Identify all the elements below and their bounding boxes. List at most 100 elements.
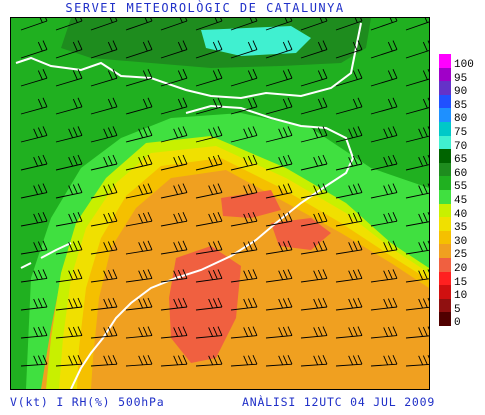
wind-barb	[90, 69, 118, 87]
wind-barb	[55, 69, 83, 87]
wind-barb	[230, 183, 258, 199]
legend-label: 90	[454, 86, 468, 99]
wind-barb	[90, 18, 118, 31]
wind-barb	[195, 240, 223, 255]
wind-barb	[335, 326, 363, 339]
wind-barb	[90, 40, 118, 59]
wind-barb	[195, 212, 223, 227]
wind-barb	[265, 97, 293, 115]
wind-barb	[90, 154, 118, 171]
wind-barb	[20, 326, 48, 339]
legend-label: 30	[454, 235, 468, 248]
wind-barb	[265, 154, 293, 171]
wind-barb	[300, 69, 328, 87]
wind-barb	[160, 297, 188, 311]
legend-swatch	[439, 94, 451, 109]
wind-barb	[90, 183, 118, 199]
wind-barb	[370, 40, 398, 59]
wind-barb	[195, 183, 223, 199]
wind-barb	[20, 183, 48, 199]
legend-row: 40	[437, 203, 485, 221]
wind-barb	[230, 355, 258, 367]
legend-swatch	[439, 271, 451, 286]
wind-barb	[265, 297, 293, 311]
legend-swatch	[439, 298, 451, 313]
field-dry-patch-east	[271, 218, 331, 250]
wind-barb	[55, 97, 83, 115]
legend-swatch	[439, 108, 451, 122]
wind-barb	[300, 183, 328, 199]
legend-label: 25	[454, 249, 468, 262]
wind-barb	[300, 18, 328, 31]
wind-barb	[125, 40, 153, 59]
legend-row: 10	[437, 285, 485, 302]
legend-label: 40	[454, 208, 468, 221]
legend-label: 100	[454, 59, 474, 71]
legend-row: 20	[437, 257, 485, 274]
wind-barb	[90, 97, 118, 115]
wind-barb	[405, 97, 429, 115]
legend-row: 65	[437, 149, 485, 166]
wind-barb	[300, 126, 328, 143]
legend-label: 0	[454, 317, 461, 330]
wind-barb	[335, 212, 363, 227]
wind-barb	[370, 212, 398, 227]
wind-barb	[300, 40, 328, 59]
wind-barb	[230, 97, 258, 115]
page-title: SERVEI METEOROLÒGIC DE CATALUNYA	[65, 1, 345, 15]
wind-barb	[335, 183, 363, 199]
legend-swatch	[439, 149, 451, 163]
wind-barb	[265, 240, 293, 255]
legend-label: 95	[454, 72, 468, 85]
wind-barb	[20, 269, 48, 283]
legend-row: 55	[437, 176, 485, 194]
legend-swatch	[439, 244, 451, 258]
legend-swatch	[439, 135, 451, 150]
legend-label: 45	[454, 194, 468, 207]
wind-barb	[160, 355, 188, 367]
wind-barb	[55, 212, 83, 227]
legend-row: 100	[437, 54, 485, 71]
wind-barb	[160, 269, 188, 283]
field-green	[11, 18, 429, 389]
wind-barb	[20, 40, 48, 59]
legend-row: 80	[437, 108, 485, 125]
wind-barb	[195, 297, 223, 311]
wind-barb	[20, 69, 48, 87]
wind-barb	[125, 326, 153, 339]
wind-barb	[335, 126, 363, 143]
wind-barb	[160, 212, 188, 227]
wind-barb	[370, 69, 398, 87]
wind-barb	[55, 240, 83, 255]
wind-barb	[405, 212, 429, 227]
wind-barb	[160, 154, 188, 171]
wind-barb	[90, 269, 118, 283]
wind-barb	[160, 18, 188, 31]
wind-barb	[195, 154, 223, 171]
wind-barb	[55, 40, 83, 59]
wind-barb	[125, 154, 153, 171]
wind-barb	[160, 183, 188, 199]
legend-label: 35	[454, 222, 468, 235]
legend-label: 5	[454, 303, 461, 316]
wind-barb	[335, 97, 363, 115]
wind-barb	[265, 69, 293, 87]
legend-swatch	[439, 121, 451, 136]
wind-barb	[90, 240, 118, 255]
wind-barb	[405, 326, 429, 339]
wind-barb	[405, 240, 429, 255]
legend-label: 55	[454, 181, 468, 194]
wind-barb	[405, 355, 429, 367]
wind-barb	[55, 154, 83, 171]
legend-row: 95	[437, 67, 485, 85]
wind-barb	[90, 355, 118, 367]
wind-barb	[125, 212, 153, 227]
wind-barb	[230, 240, 258, 255]
legend-row: 45	[437, 189, 485, 207]
legend-row: 60	[437, 162, 485, 179]
wind-barb	[55, 355, 83, 367]
wind-barb	[265, 212, 293, 227]
wind-barb	[405, 40, 429, 59]
humidity-wind-map	[10, 17, 430, 390]
wind-barb	[370, 97, 398, 115]
